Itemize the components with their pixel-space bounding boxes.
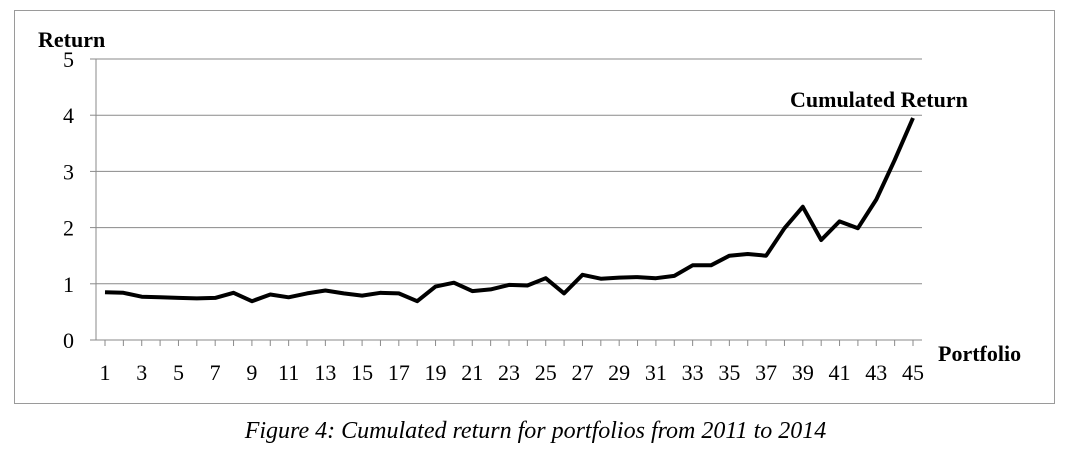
x-tick-label: 41: [829, 360, 851, 385]
x-tick-label: 43: [865, 360, 887, 385]
series-line-0: [104, 117, 915, 304]
y-tick-label: 0: [63, 328, 74, 353]
y-tick-label: 5: [63, 47, 74, 72]
x-tick-label: 37: [755, 360, 777, 385]
x-tick-label: 33: [682, 360, 704, 385]
chart-frame: [14, 10, 1055, 404]
x-tick-label: 5: [173, 360, 184, 385]
series-label: Cumulated Return: [790, 87, 968, 112]
series-lines: [104, 117, 915, 304]
y-tick-labels: 0 1 2 3 4 5: [63, 47, 74, 353]
x-tick-label: 35: [718, 360, 740, 385]
x-tick-label: 9: [246, 360, 257, 385]
x-tick-label: 19: [425, 360, 447, 385]
x-tick-label: 25: [535, 360, 557, 385]
y-tick-label: 4: [63, 103, 74, 128]
x-tick-label: 31: [645, 360, 667, 385]
x-tick-label: 15: [351, 360, 373, 385]
x-tick-label: 1: [100, 360, 111, 385]
y-axis-label: Return: [38, 27, 105, 52]
x-tick-label: 45: [902, 360, 924, 385]
x-tick-label: 21: [461, 360, 483, 385]
x-tick-label: 13: [314, 360, 336, 385]
axes: [90, 58, 922, 346]
x-tick-label: 7: [210, 360, 221, 385]
x-tick-label: 3: [136, 360, 147, 385]
y-tick-label: 1: [63, 272, 74, 297]
x-tick-label: 17: [388, 360, 410, 385]
x-tick-label: 23: [498, 360, 520, 385]
x-tick-label: 27: [571, 360, 593, 385]
x-tick-labels: 1 3 5 7 9 11 13 15 17 19 21 23 25 27 29 31 33 35 37 39 41 43 4…: [100, 360, 925, 385]
y-tick-label: 3: [63, 159, 74, 184]
x-tick-label: 29: [608, 360, 630, 385]
y-tick-label: 2: [63, 216, 74, 241]
figure-caption: Figure 4: Cumulated return for portfolio…: [244, 418, 827, 444]
x-axis-label: Portfolio: [938, 341, 1021, 366]
x-tick-label: 11: [278, 360, 299, 385]
x-tick-label: 39: [792, 360, 814, 385]
